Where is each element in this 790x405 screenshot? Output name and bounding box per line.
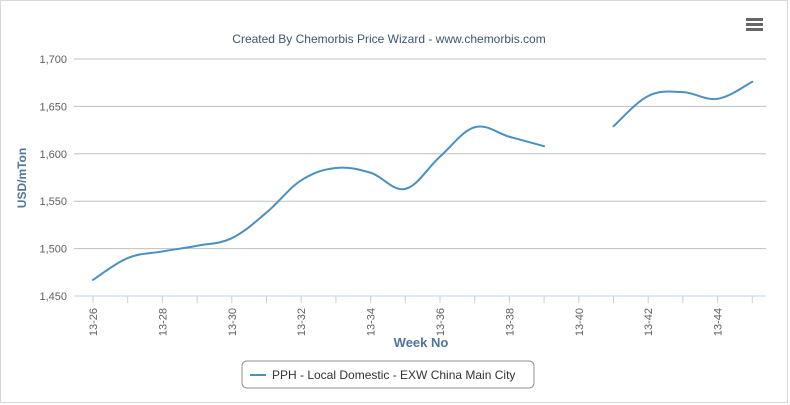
x-tick-label: 13-32 xyxy=(296,308,308,336)
legend-item-label[interactable]: PPH - Local Domestic - EXW China Main Ci… xyxy=(272,368,515,382)
x-tick-label: 13-42 xyxy=(643,308,655,336)
y-tick-label: 1,650 xyxy=(39,101,67,113)
series-line xyxy=(612,80,754,128)
y-tick-label: 1,500 xyxy=(39,244,67,256)
series-lines xyxy=(92,80,754,281)
y-axis-label: USD/mTon xyxy=(15,148,29,208)
y-tick-label: 1,450 xyxy=(39,291,67,303)
y-axis-tick-labels: 1,450 1,500 1,550 1,600 1,650 1,700 xyxy=(39,54,67,303)
hamburger-menu-icon[interactable] xyxy=(742,14,766,36)
x-axis-label: Week No xyxy=(394,335,449,350)
x-tick-label: 13-44 xyxy=(713,308,725,336)
series-line xyxy=(92,125,546,281)
x-tick-label: 13-30 xyxy=(227,308,239,336)
x-axis-tick-labels: 13-26 13-28 13-30 13-32 13-34 13-36 13-38 13-40… xyxy=(88,308,725,336)
y-tick-label: 1,700 xyxy=(39,54,67,66)
legend-box[interactable] xyxy=(241,360,535,389)
y-tick-label: 1,550 xyxy=(39,196,67,208)
x-tick-label: 13-26 xyxy=(88,308,100,336)
grid-lines xyxy=(74,58,766,250)
x-axis xyxy=(74,295,766,303)
x-tick-label: 13-34 xyxy=(366,308,378,336)
x-tick-label: 13-40 xyxy=(574,308,586,336)
x-tick-label: 13-28 xyxy=(157,308,169,336)
x-tick-label: 13-38 xyxy=(504,308,516,336)
legend[interactable]: PPH - Local Domestic - EXW China Main Ci… xyxy=(241,360,535,389)
chart-title: Created By Chemorbis Price Wizard - www.… xyxy=(232,32,545,46)
x-tick-label: 13-36 xyxy=(435,308,447,336)
y-tick-label: 1,600 xyxy=(39,149,67,161)
